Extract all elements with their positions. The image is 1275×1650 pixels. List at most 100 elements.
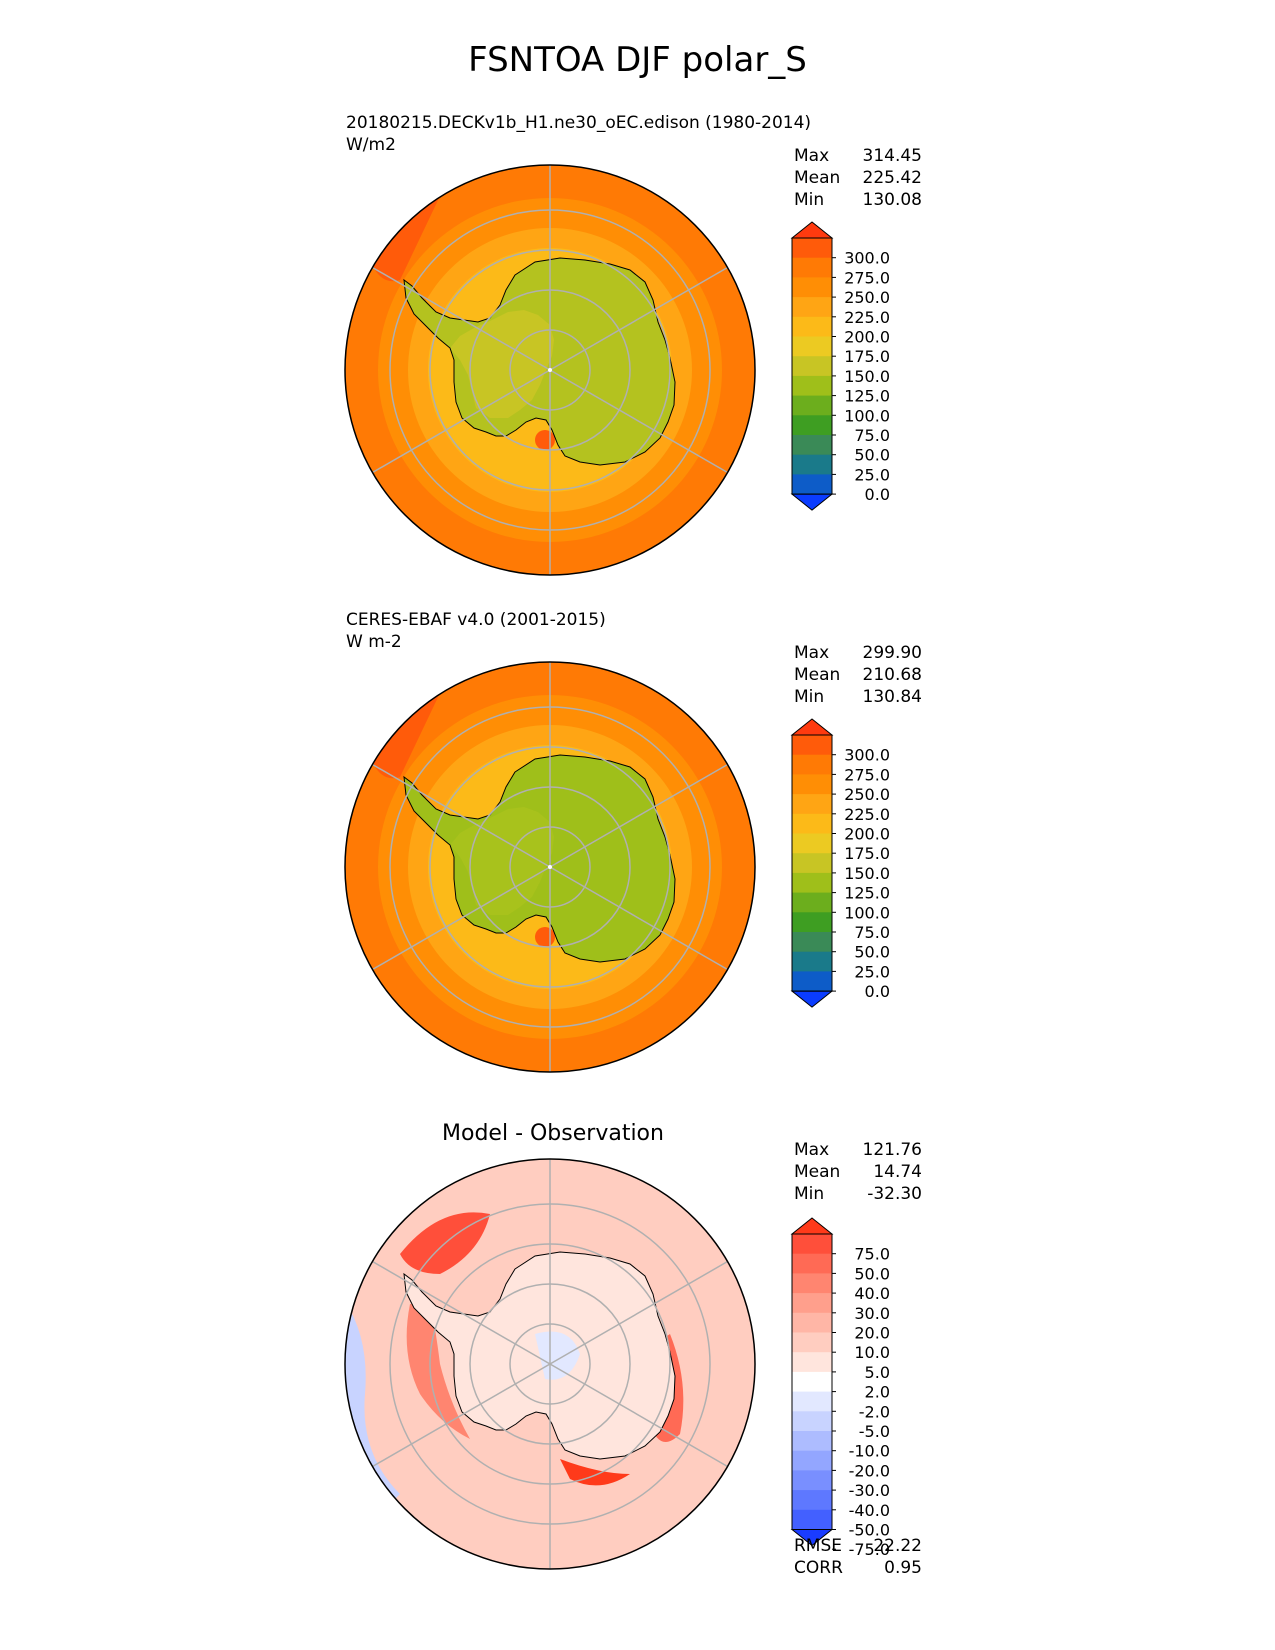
meridian-line	[549, 1260, 728, 1365]
ross-sea-patch	[535, 430, 555, 450]
colorbar-tick-label: 300.0	[844, 249, 890, 268]
colorbar-segment	[792, 1509, 832, 1530]
colorbar-tick-label: 75.0	[854, 1245, 890, 1264]
negative-diff-pole	[535, 1331, 580, 1380]
colorbar-segment	[792, 474, 832, 495]
colorbar-tick-label: 275.0	[844, 765, 890, 784]
colorbar-frame	[791, 237, 833, 495]
panel-test-label: 20180215.DECKv1b_H1.ne30_oEC.edison (198…	[346, 113, 812, 133]
colorbar-extend-max	[790, 718, 834, 736]
colorbar-segment	[792, 971, 832, 992]
colorbar-tick-label: 50.0	[854, 446, 890, 465]
figure-title: FSNTOA DJF polar_S	[468, 40, 807, 80]
meridian-line	[372, 266, 551, 371]
colorbar-tick-label: -75.0	[849, 1540, 890, 1559]
stat-min-label: Min	[794, 1184, 825, 1204]
stat-max-value: 314.45	[862, 146, 922, 166]
colorbar-segment	[792, 932, 832, 953]
colorbar-segment	[792, 1332, 832, 1353]
stat-mean-value: 225.42	[862, 168, 922, 188]
colorbar-segment	[792, 1431, 832, 1452]
stat-mean-value: 210.68	[862, 665, 922, 685]
panel-diff-stats: Max 121.76 Mean 14.74 Min -32.30	[794, 1139, 922, 1205]
colorbar-tick-label: -20.0	[849, 1461, 890, 1480]
colorbar-tick-label: 225.0	[844, 308, 890, 327]
polar-map-diff	[344, 1158, 756, 1570]
colorbar-segment	[792, 912, 832, 933]
panel-ref-stats: Max 299.90 Mean 210.68 Min 130.84	[794, 642, 922, 708]
colorbar-segment	[792, 774, 832, 795]
rmse-label: RMSE	[794, 1536, 843, 1556]
colorbar-tick-label: 25.0	[854, 465, 890, 484]
colorbar-tick-label: 200.0	[844, 328, 890, 347]
colorbar-tick-label: -40.0	[849, 1501, 890, 1520]
stat-max-label: Max	[794, 643, 830, 663]
colorbar-tick-label: 0.0	[865, 982, 890, 1001]
colorbar-tick-label: 100.0	[844, 406, 890, 425]
colorbar-segment	[792, 375, 832, 397]
panel-test-stats: Max 314.45 Mean 225.42 Min 130.08	[794, 145, 922, 211]
stat-max-label: Max	[794, 146, 830, 166]
colorbar-tick-label: 275.0	[844, 268, 890, 287]
meridian-line	[549, 866, 728, 971]
meridian-line	[372, 1363, 551, 1468]
colorbar-tick-label: -30.0	[849, 1481, 890, 1500]
colorbar-segment	[792, 1253, 832, 1274]
colorbar-diff: 75.050.040.030.020.010.05.02.0-2.0-5.0-1…	[790, 1217, 890, 1559]
stat-min-value: -32.30	[867, 1184, 922, 1204]
colorbar-segment	[792, 277, 832, 298]
stat-mean-label: Mean	[794, 1162, 841, 1182]
ross-sea-patch	[535, 927, 555, 947]
stat-min-label: Min	[794, 190, 825, 210]
stat-max-label: Max	[794, 1140, 830, 1160]
stat-min-label: Min	[794, 687, 825, 707]
colorbar-tick-label: -5.0	[859, 1422, 890, 1441]
colorbar-tick-label: 20.0	[854, 1324, 890, 1343]
meridian-line	[549, 369, 728, 474]
colorbar-segment	[792, 1450, 832, 1471]
colorbar-segment	[792, 1411, 832, 1432]
stat-max-value: 121.76	[862, 1140, 922, 1160]
colorbar-extend-max	[790, 221, 834, 239]
polar-map-ref	[344, 661, 756, 1073]
colorbar-frame	[791, 1233, 833, 1530]
panel-ref-units: W m-2	[346, 632, 402, 652]
colorbar-segment	[792, 833, 832, 854]
rmse-value: 22.22	[873, 1536, 922, 1556]
colorbar-segment	[792, 336, 832, 357]
colorbar-tick-label: 10.0	[854, 1343, 890, 1362]
colorbar-tick-label: 30.0	[854, 1304, 890, 1323]
colorbar-segment	[792, 813, 832, 834]
colorbar-extend-max	[790, 1217, 834, 1235]
panel-ref-label: CERES-EBAF v4.0 (2001-2015)	[346, 610, 606, 630]
meridian-line	[372, 369, 551, 474]
colorbar-tick-label: 125.0	[844, 387, 890, 406]
colorbar-segment	[792, 794, 832, 815]
colorbar-segment	[792, 754, 832, 775]
colorbar-segment	[792, 872, 832, 894]
positive-diff-ring-w	[406, 1304, 470, 1439]
meridian-line	[372, 866, 551, 971]
colorbar-frame	[791, 734, 833, 992]
stat-min-value: 130.08	[862, 190, 922, 210]
meridian-line	[549, 266, 728, 371]
colorbar-tick-label: 50.0	[854, 1264, 890, 1283]
stat-mean-label: Mean	[794, 665, 841, 685]
colorbar-tick-label: 175.0	[844, 844, 890, 863]
meridian-line	[549, 763, 728, 868]
colorbar-tick-label: 25.0	[854, 962, 890, 981]
stat-mean-label: Mean	[794, 168, 841, 188]
colorbar-tick-label: 300.0	[844, 746, 890, 765]
colorbar-segment	[792, 454, 832, 475]
colorbar-segment	[792, 297, 832, 318]
pole-marker	[548, 368, 552, 372]
colorbar-tick-label: 50.0	[854, 943, 890, 962]
colorbar-tick-label: 150.0	[844, 864, 890, 883]
colorbar-tick-label: 125.0	[844, 884, 890, 903]
colorbar-segment	[792, 415, 832, 436]
colorbar-segment	[792, 316, 832, 337]
colorbar-tick-label: 100.0	[844, 903, 890, 922]
colorbar-tick-label: 200.0	[844, 825, 890, 844]
colorbar-segment	[792, 735, 832, 756]
colorbar-ref: 300.0275.0250.0225.0200.0175.0150.0125.0…	[790, 718, 890, 1008]
